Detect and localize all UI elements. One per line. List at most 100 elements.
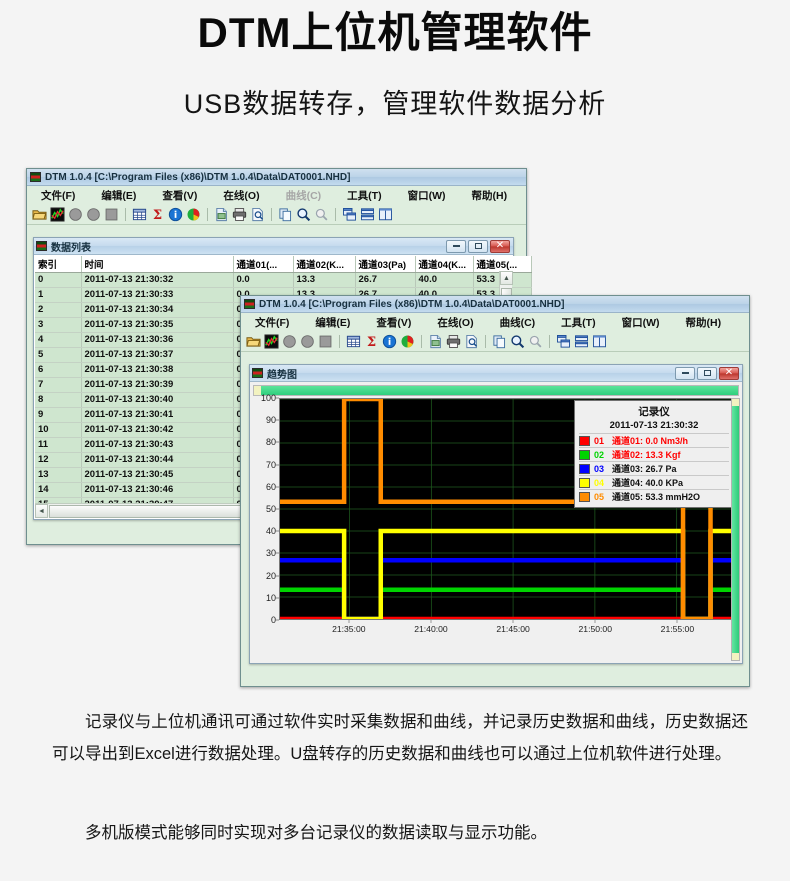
- trend-chart-icon[interactable]: [50, 206, 65, 222]
- tile-vertical-icon[interactable]: [592, 334, 607, 349]
- cascade-windows-icon[interactable]: [342, 207, 357, 222]
- zoom-out-icon[interactable]: [528, 334, 543, 349]
- legend-item[interactable]: 01 通道01: 0.0 Nm3/h: [579, 433, 729, 447]
- pause-circle-icon[interactable]: [86, 207, 101, 222]
- child-title-bar-data-list[interactable]: 数据列表 ✕: [34, 238, 513, 255]
- tile-horizontal-icon[interactable]: [360, 207, 375, 222]
- menu-item-1[interactable]: 文件(F): [41, 189, 76, 202]
- menu-item-6[interactable]: 工具(T): [347, 189, 382, 202]
- zoom-out-icon[interactable]: [314, 207, 329, 222]
- table-cell: 0: [35, 272, 82, 288]
- legend-item[interactable]: 02 通道02: 13.3 Kgf: [579, 447, 729, 461]
- close-button[interactable]: ✕: [490, 239, 510, 253]
- window-title-text: DTM 1.0.4 [C:\Program Files (x86)\DTM 1.…: [45, 171, 351, 183]
- pie-chart-icon[interactable]: [186, 207, 201, 222]
- menu-bar-back[interactable]: 文件(F) 编辑(E) 查看(V) 在线(O) 曲线(C) 工具(T) 窗口(W) 帮助(H): [27, 186, 526, 204]
- menu-item-5[interactable]: 曲线(C): [285, 189, 322, 202]
- toolbar-back[interactable]: Σ: [27, 204, 526, 225]
- menu-item-3[interactable]: 查看(V): [162, 189, 198, 202]
- copy-icon[interactable]: [492, 334, 507, 349]
- toolbar-front[interactable]: Σ: [241, 331, 749, 352]
- tile-vertical-icon[interactable]: [378, 207, 393, 222]
- table-cell: 14: [35, 482, 82, 498]
- legend-title: 记录仪: [638, 406, 670, 418]
- print-preview-icon[interactable]: [250, 207, 265, 222]
- record-circle-icon[interactable]: [282, 334, 297, 349]
- menu-item-4[interactable]: 在线(O): [223, 189, 260, 202]
- trend-chart-body: 0 10 20 30 40 50 60 70 80 90 100 记录仪 2011-07-13 21…: [250, 382, 742, 663]
- close-button[interactable]: ✕: [719, 366, 739, 380]
- copy-icon[interactable]: [278, 207, 293, 222]
- legend-item[interactable]: 05 通道05: 53.3 mmH2O: [579, 489, 729, 503]
- menu-item-2[interactable]: 编辑(E): [101, 189, 137, 202]
- sigma-statistics-icon[interactable]: Σ: [364, 334, 379, 350]
- table-cell: 7: [35, 377, 82, 393]
- menu-item-7[interactable]: 窗口(W): [621, 316, 660, 329]
- table-column-header[interactable]: 通道01(...: [233, 256, 294, 273]
- minimize-button[interactable]: [675, 366, 695, 380]
- legend-item[interactable]: 04 通道04: 40.0 KPa: [579, 475, 729, 489]
- menu-item-2[interactable]: 编辑(E): [315, 316, 351, 329]
- open-folder-icon[interactable]: [246, 334, 261, 349]
- scroll-up-arrow-icon[interactable]: ▲: [500, 271, 513, 285]
- cascade-windows-icon[interactable]: [556, 334, 571, 349]
- pause-circle-icon[interactable]: [300, 334, 315, 349]
- stop-square-icon[interactable]: [318, 334, 333, 349]
- stop-square-icon[interactable]: [104, 207, 119, 222]
- info-icon[interactable]: [382, 334, 397, 349]
- table-grid-icon[interactable]: [132, 207, 147, 222]
- menu-bar-front[interactable]: 文件(F) 编辑(E) 查看(V) 在线(O) 曲线(C) 工具(T) 窗口(W) 帮助(H): [241, 313, 749, 331]
- scroll-left-arrow-icon[interactable]: ◄: [35, 504, 48, 518]
- plot-area[interactable]: 0 10 20 30 40 50 60 70 80 90 100 记录仪 2011-07-13 21…: [253, 393, 739, 625]
- minimize-button[interactable]: [446, 239, 466, 253]
- menu-item-1[interactable]: 文件(F): [255, 316, 290, 329]
- maximize-button[interactable]: [697, 366, 717, 380]
- menu-item-3[interactable]: 查看(V): [376, 316, 412, 329]
- maximize-button[interactable]: [468, 239, 488, 253]
- table-column-header[interactable]: 通道05(...: [473, 256, 532, 273]
- print-preview-icon[interactable]: [464, 334, 479, 349]
- child-window-trend-chart[interactable]: 趋势图 ✕ 0 10 20 30 40 50 60 70 80 90 100 记录仪 2011-07…: [249, 364, 743, 664]
- record-circle-icon[interactable]: [68, 207, 83, 222]
- trend-progress-bar[interactable]: [253, 385, 739, 396]
- menu-item-6[interactable]: 工具(T): [561, 316, 596, 329]
- legend-color-swatch: [579, 491, 590, 502]
- zoom-in-icon[interactable]: [510, 334, 525, 349]
- legend-item[interactable]: 03 通道03: 26.7 Pa: [579, 461, 729, 475]
- export-excel-icon[interactable]: [428, 334, 443, 349]
- y-axis-tick: [276, 397, 279, 399]
- menu-item-8[interactable]: 帮助(H): [471, 189, 508, 202]
- table-cell: 12: [35, 452, 82, 468]
- table-column-header[interactable]: 通道04(K...: [415, 256, 474, 273]
- zoom-in-icon[interactable]: [296, 207, 311, 222]
- title-bar-back[interactable]: DTM 1.0.4 [C:\Program Files (x86)\DTM 1.…: [27, 169, 526, 186]
- table-cell: 2011-07-13 21:30:36: [81, 332, 234, 348]
- sigma-statistics-icon[interactable]: Σ: [150, 207, 165, 223]
- table-column-header[interactable]: 时间: [81, 256, 234, 273]
- x-axis-tick-label: 21:55:00: [660, 624, 695, 634]
- tile-horizontal-icon[interactable]: [574, 334, 589, 349]
- print-icon[interactable]: [232, 207, 247, 222]
- menu-item-4[interactable]: 在线(O): [437, 316, 474, 329]
- chart-legend[interactable]: 记录仪 2011-07-13 21:30:32 01 通道01: 0.0 Nm3/…: [574, 400, 735, 508]
- trend-chart-icon[interactable]: [264, 333, 279, 349]
- menu-item-7[interactable]: 窗口(W): [407, 189, 446, 202]
- menu-item-8[interactable]: 帮助(H): [685, 316, 722, 329]
- title-bar-front[interactable]: DTM 1.0.4 [C:\Program Files (x86)\DTM 1.…: [241, 296, 749, 313]
- y-axis-tick-label: 80: [265, 437, 276, 448]
- table-row[interactable]: 0 2011-07-13 21:30:32 0.0 13.3 26.7 40.0 53.3: [35, 272, 532, 288]
- pie-chart-icon[interactable]: [400, 334, 415, 349]
- print-icon[interactable]: [446, 334, 461, 349]
- table-column-header[interactable]: 通道03(Pa): [355, 256, 416, 273]
- open-folder-icon[interactable]: [32, 207, 47, 222]
- table-column-header[interactable]: 索引: [35, 256, 82, 273]
- export-excel-icon[interactable]: [214, 207, 229, 222]
- child-title-bar-trend[interactable]: 趋势图 ✕: [250, 365, 742, 382]
- application-window-front[interactable]: DTM 1.0.4 [C:\Program Files (x86)\DTM 1.…: [240, 295, 750, 687]
- table-cell: 8: [35, 392, 82, 408]
- menu-item-5[interactable]: 曲线(C): [499, 316, 536, 329]
- info-icon[interactable]: [168, 207, 183, 222]
- trend-vertical-scrollbar[interactable]: [731, 398, 740, 661]
- table-column-header[interactable]: 通道02(K...: [293, 256, 356, 273]
- table-grid-icon[interactable]: [346, 334, 361, 349]
